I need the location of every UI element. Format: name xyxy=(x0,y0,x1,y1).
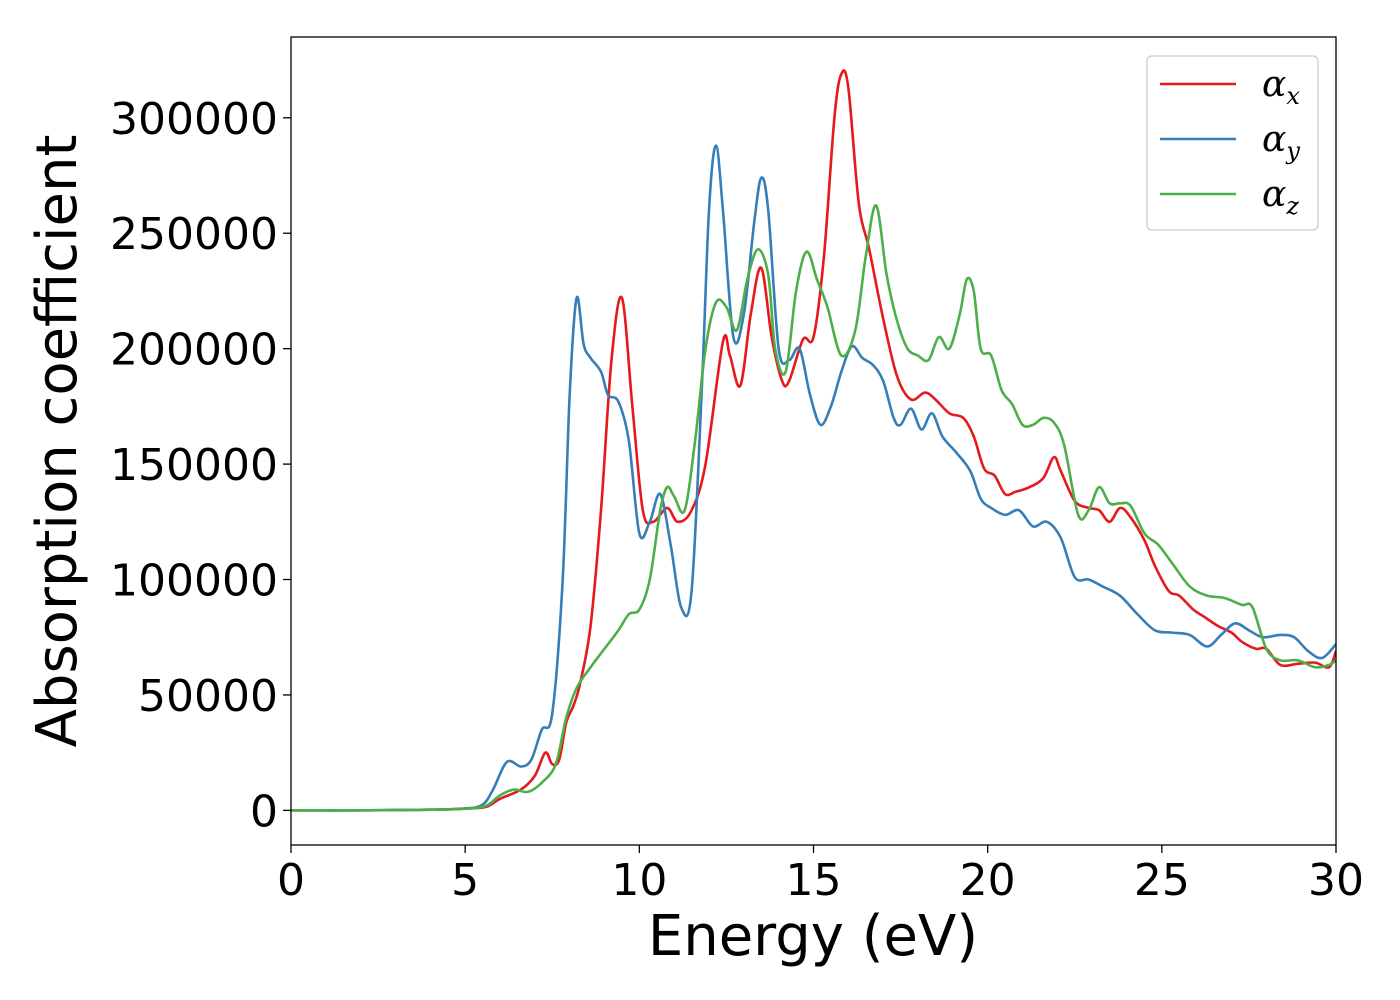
y-tick-label: 100000 xyxy=(110,556,278,607)
y-tick-label: 50000 xyxy=(138,671,278,722)
y-tick-label: 200000 xyxy=(110,325,278,376)
legend-label-z: αz xyxy=(1262,174,1299,220)
y-axis: 0 50000 100000 150000 200000 250000 300000 xyxy=(110,94,291,837)
x-axis: 0 5 10 15 20 25 30 xyxy=(277,845,1364,906)
x-tick-label: 25 xyxy=(1134,855,1190,906)
x-tick-label: 10 xyxy=(611,855,667,906)
x-tick-label: 5 xyxy=(451,855,479,906)
x-axis-title: Energy (eV) xyxy=(648,904,978,969)
legend-label-y: αy xyxy=(1262,119,1300,165)
y-tick-label: 0 xyxy=(250,786,278,837)
legend-box xyxy=(1146,55,1319,231)
series-line-x xyxy=(291,69,1336,812)
plot-lines xyxy=(291,69,1336,812)
series-line-y xyxy=(291,144,1336,812)
y-axis-title: Absorption coefficient xyxy=(25,135,90,748)
x-tick-label: 30 xyxy=(1308,855,1364,906)
y-tick-label: 300000 xyxy=(110,94,278,145)
legend-label-x: αx xyxy=(1262,64,1300,110)
y-tick-label: 250000 xyxy=(110,209,278,260)
x-tick-label: 15 xyxy=(786,855,842,906)
legend: αx αy αz xyxy=(1146,55,1319,231)
series-line-z xyxy=(291,204,1336,812)
x-tick-label: 0 xyxy=(277,855,305,906)
y-tick-label: 150000 xyxy=(110,440,278,491)
x-tick-label: 20 xyxy=(960,855,1016,906)
